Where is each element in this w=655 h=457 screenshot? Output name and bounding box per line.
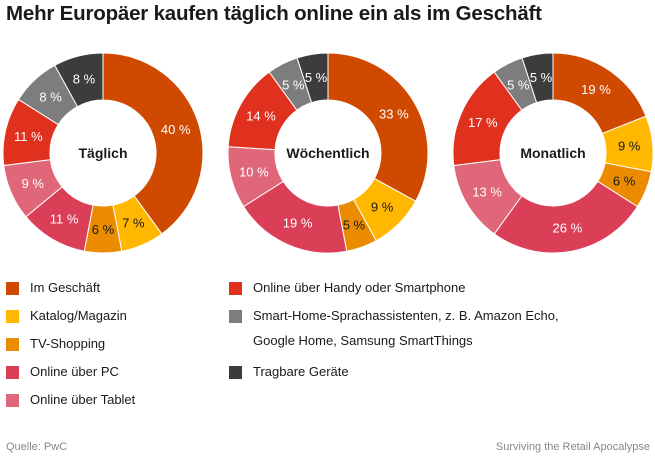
legend-label: Online über Tablet: [30, 392, 136, 407]
legend-label: Smart-Home-Sprachassistenten, z. B. Amaz…: [253, 308, 559, 348]
slice-label: 14 %: [246, 109, 276, 124]
slice-label: 9 %: [618, 138, 641, 153]
legend-swatch: [6, 282, 19, 295]
legend-label-line2: Google Home, Samsung SmartThings: [253, 333, 473, 348]
slice-label: 9 %: [371, 200, 394, 215]
legend-swatch: [6, 394, 19, 407]
donut-slice: [327, 52, 429, 202]
legend-label: Online über PC: [30, 364, 119, 379]
slice-label: 5 %: [305, 70, 328, 85]
legend-label: Katalog/Magazin: [30, 308, 127, 323]
donut-slice: [521, 52, 554, 104]
slice-label: 26 %: [553, 221, 583, 236]
source-note: Quelle: PwC: [6, 441, 68, 453]
donut-slice: [493, 180, 639, 254]
legend-swatch: [6, 310, 19, 323]
donut-slice: [102, 52, 204, 235]
slice-label: 11 %: [50, 211, 79, 226]
slice-label: 40 %: [161, 122, 191, 137]
legend: Im Geschäft Katalog/Magazin TV-Shopping …: [6, 280, 646, 432]
legend-label: Im Geschäft: [30, 280, 101, 295]
slice-label: 8 %: [73, 71, 96, 86]
chart-title: Mehr Europäer kaufen täglich online ein …: [6, 2, 542, 25]
donut-slice: [54, 52, 104, 108]
legend-swatch: [229, 282, 242, 295]
slice-label: 5 %: [343, 217, 366, 232]
donut-center-label: Täglich: [78, 145, 127, 161]
slice-label: 10 %: [239, 165, 269, 180]
slice-label: 6 %: [92, 222, 115, 237]
slice-label: 5 %: [530, 70, 553, 85]
legend-label: Tragbare Geräte: [253, 364, 349, 379]
donut-slice: [296, 52, 329, 104]
credit-note: Surviving the Retail Apocalypse: [495, 441, 650, 453]
legend-swatch: [229, 366, 242, 379]
slice-label: 7 %: [122, 216, 145, 231]
donut-center-label: Wöchentlich: [286, 145, 369, 161]
legend-swatch: [229, 310, 242, 323]
donut-center-label: Monatlich: [520, 145, 585, 161]
slice-label: 6 %: [613, 174, 636, 189]
slice-label: 11 %: [14, 129, 43, 144]
slice-label: 19 %: [581, 82, 611, 97]
slice-label: 5 %: [282, 77, 305, 92]
slice-label: 17 %: [468, 115, 498, 130]
slice-label: 13 %: [472, 184, 502, 199]
legend-swatch: [6, 366, 19, 379]
slice-label: 5 %: [507, 77, 530, 92]
slice-label: 33 %: [379, 107, 409, 122]
legend-label-line1: Smart-Home-Sprachassistenten, z. B. Amaz…: [253, 308, 559, 323]
legend-swatch: [6, 338, 19, 351]
slice-label: 8 %: [39, 90, 62, 105]
slice-label: 9 %: [22, 176, 45, 191]
legend-label: TV-Shopping: [30, 336, 106, 351]
slice-label: 19 %: [283, 216, 313, 231]
donut-charts: 40 % 7 % 6 % 11 % 9 % 11 % 8 % 8 % Täglich 33 % 9 …: [2, 52, 654, 254]
legend-label: Online über Handy oder Smartphone: [253, 280, 466, 295]
